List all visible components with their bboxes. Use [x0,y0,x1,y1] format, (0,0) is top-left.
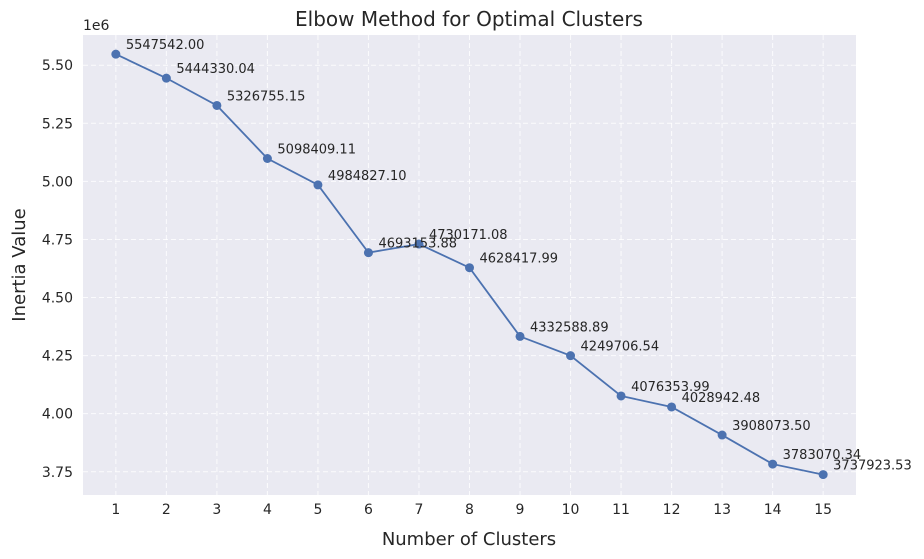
ticks: 1 2 3 4 5 6 7 8 9 10 11 12 13 14 153.754.004.254.504.7… [42,58,832,518]
y-tick-label: 4.75 [42,232,73,248]
x-tick-label: 6 [364,502,373,518]
y-tick-label: 5.25 [42,116,73,132]
y-tick-label: 3.75 [42,465,73,481]
data-point [616,391,626,401]
data-point [818,470,828,480]
series [111,49,828,480]
data-label: 4628417.99 [480,252,559,267]
x-tick-label: 3 [212,502,221,518]
y-axis-offset: 1e6 [83,18,110,34]
data-label: 5098409.11 [277,143,356,158]
data-label: 4332588.89 [530,320,609,335]
x-tick-label: 10 [562,502,580,518]
data-label: 3908073.50 [732,419,811,434]
data-point [768,459,778,469]
data-label: 4984827.10 [328,169,407,184]
x-tick-label: 13 [713,502,731,518]
data-point [363,248,373,258]
data-point [111,49,121,59]
data-label: 4076353.99 [631,380,710,395]
data-label: 4693153.88 [378,237,457,252]
data-point [717,430,727,440]
x-tick-label: 5 [313,502,322,518]
x-tick-label: 8 [465,502,474,518]
data-point [161,73,171,83]
x-tick-label: 2 [162,502,171,518]
x-tick-label: 14 [764,502,782,518]
data-label: 3783070.34 [783,448,862,463]
data-label: 4249706.54 [581,340,660,355]
data-point [414,239,424,249]
data-point [262,154,272,164]
x-tick-label: 4 [263,502,272,518]
data-label: 5444330.04 [176,62,255,77]
data-label: 5547542.00 [126,38,205,53]
data-label: 4730171.08 [429,228,508,243]
y-tick-label: 5.50 [42,58,73,74]
y-tick-label: 5.00 [42,174,73,190]
y-tick-label: 4.25 [42,349,73,365]
y-tick-label: 4.50 [42,291,73,307]
data-point [212,100,222,110]
chart-title: Elbow Method for Optimal Clusters [295,7,643,31]
data-point [465,263,474,273]
x-tick-label: 9 [516,502,525,518]
data-label: 4028942.48 [682,391,761,406]
data-label: 3737923.53 [833,459,912,474]
y-tick-label: 4.00 [42,407,73,423]
x-tick-label: 7 [415,502,424,518]
x-tick-label: 11 [612,502,630,518]
data-point [566,351,576,361]
data-labels: 5547542.00 5444330.04 5326755.15 5098409.11… [126,38,912,473]
x-tick-label: 1 [111,502,120,518]
data-point [515,331,525,341]
y-axis-label: Inertia Value [9,208,30,321]
data-point [313,180,323,190]
data-point [667,402,677,412]
data-label: 5326755.15 [227,89,306,104]
x-axis-label: Number of Clusters [382,529,556,550]
x-tick-label: 15 [814,502,832,518]
grid [83,35,856,495]
x-tick-label: 12 [663,502,681,518]
